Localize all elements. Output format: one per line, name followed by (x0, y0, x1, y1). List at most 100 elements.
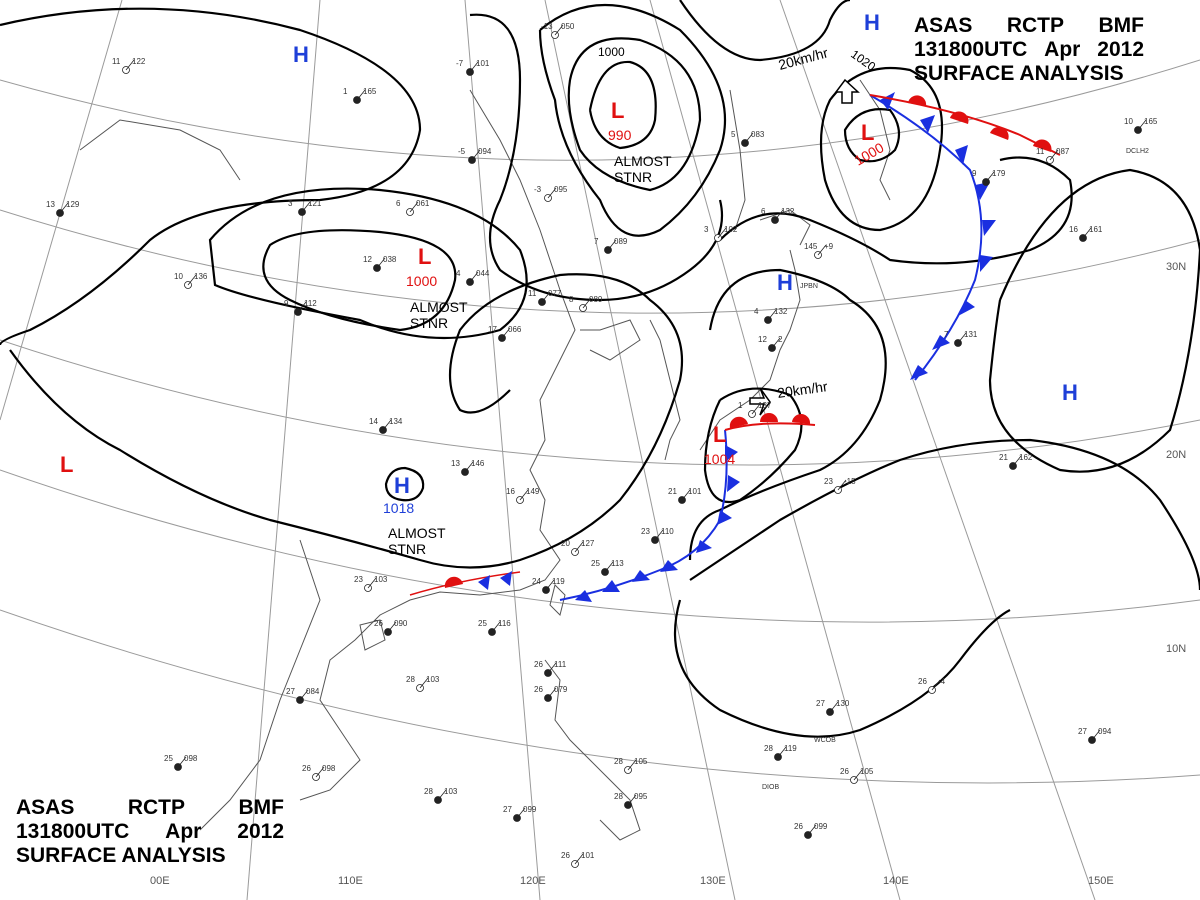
title-row-3: SURFACE ANALYSIS (16, 844, 284, 868)
low-center-china-value: 1000 (406, 273, 437, 289)
title-office: BMF (238, 796, 285, 819)
station-pressure: 044 (476, 269, 490, 278)
station-temperature: 7 (594, 237, 599, 246)
lon-label-120e: 120E (520, 875, 546, 887)
station-pressure: 103 (444, 787, 458, 796)
front-triangle (880, 92, 895, 110)
title-row-2: 131800UTC Apr 2012 (16, 820, 284, 844)
station-plot: 8 080 (569, 295, 603, 312)
station-pressure: 122 (132, 57, 146, 66)
wind-barb (547, 662, 557, 674)
station-temperature: 1 (738, 401, 743, 410)
wind-barb (376, 257, 386, 269)
warm-front-east-semicircles (908, 95, 1052, 152)
coast-caspian (79, 119, 241, 181)
coast-japan-honshu (699, 249, 801, 451)
station-pressure: -15 (844, 477, 856, 486)
wind-barb (627, 759, 637, 771)
station-temperature: 6 (396, 199, 401, 208)
wind-barb (807, 824, 817, 836)
station-pressure: 105 (634, 757, 648, 766)
station-plot: 11 087 (1036, 147, 1070, 164)
station-plot: 14 134 (369, 417, 403, 434)
lat-label-20n: 20N (1166, 449, 1186, 461)
station-temperature: 16 (506, 487, 515, 496)
front-west-triangle (478, 575, 490, 590)
station-pressure: 099 (523, 805, 537, 814)
station-pressure: 094 (1098, 727, 1112, 736)
pressure-centers: H H H H H 1018 L 990 L 1000 L 1000 L 100… (60, 10, 1078, 516)
station-pressure: 132 (781, 207, 795, 216)
cold-front-east (869, 92, 996, 381)
front-semicircle (1033, 139, 1052, 152)
annotation-line: ALMOST (410, 299, 468, 315)
station-temperature: 27 (286, 687, 295, 696)
station-pressure: 119 (552, 577, 565, 586)
wind-barb (654, 529, 664, 541)
meridian-120e (464, 0, 541, 900)
low-center-mongolia-value: 990 (608, 127, 632, 143)
station-pressure: 098 (322, 764, 336, 773)
lon-label-130e: 130E (700, 875, 726, 887)
warm-front-east (869, 94, 1061, 156)
station-plot: 24 119 (532, 577, 565, 594)
station-plot: 26 -4 (918, 677, 946, 694)
isobar-japan-high (719, 156, 1073, 265)
title-product: SURFACE ANALYSIS (914, 62, 1124, 85)
parallel-40n (0, 59, 1200, 161)
station-plot: 27 099 (503, 805, 537, 822)
warm-front-south (724, 413, 816, 431)
station-temperature: 9 (972, 169, 977, 178)
front-triangle (725, 445, 738, 462)
front-triangle (932, 335, 950, 350)
station-temperature: 14 (369, 417, 378, 426)
station-plot: 28 095 (614, 792, 648, 809)
wind-barb (471, 149, 481, 161)
front-semicircle (729, 416, 748, 428)
parallel-0 (0, 609, 1200, 784)
station-id-dclh2: DCLH2 (1126, 148, 1149, 155)
annotation-line: STNR (614, 169, 652, 185)
station-temperature: -7 (456, 59, 464, 68)
station-pressure: 101 (581, 851, 595, 860)
isobar-low-1000-inner (843, 108, 901, 163)
station-plot: 28 105 (614, 757, 648, 774)
isobar-inner-ring (262, 229, 457, 332)
chart-title-bottom-left: ASAS RCTP BMF 131800UTC Apr 2012 SURFACE… (16, 796, 284, 868)
wind-barb (574, 541, 584, 553)
coast-korea (649, 319, 681, 461)
coast-indochina (199, 539, 321, 831)
station-pressure: 103 (426, 675, 440, 684)
title-row-1: ASAS RCTP BMF (16, 796, 284, 820)
station-temperature: 26 (561, 851, 570, 860)
station-temperature: 12 (363, 255, 372, 264)
coast-philippines (544, 659, 641, 841)
front-west (409, 571, 521, 596)
wind-barb (853, 769, 863, 781)
station-temperature: 23 (824, 477, 833, 486)
front-triangle (920, 115, 935, 133)
station-plot: 4 044 (456, 269, 490, 286)
station-plot: 10 136 (174, 272, 208, 289)
station-pressure: 098 (184, 754, 198, 763)
station-plot: 13 146 (451, 459, 485, 476)
title-month: Apr (1044, 38, 1081, 61)
title-source: ASAS (16, 796, 75, 819)
station-pressure: 149 (526, 487, 540, 496)
station-temperature: 11 (1036, 147, 1045, 156)
isobar-low-1000-east (819, 66, 944, 232)
isobar-low-990-outer (538, 4, 727, 237)
station-plot: 1 137 (738, 401, 772, 418)
station-temperature: 27 (816, 699, 825, 708)
station-temperature: 145 (804, 242, 818, 251)
station-plot: 12 038 (363, 255, 397, 272)
station-temperature: 27 (1078, 727, 1087, 736)
wind-barb (1091, 729, 1101, 741)
title-product: SURFACE ANALYSIS (16, 844, 226, 867)
wind-barb (744, 132, 754, 144)
station-pressure: 179 (992, 169, 1006, 178)
station-temperature: 13 (46, 200, 55, 209)
wind-barb (604, 561, 614, 573)
title-row-2: 131800UTC Apr 2012 (914, 38, 1144, 62)
station-pressure: 083 (751, 130, 765, 139)
